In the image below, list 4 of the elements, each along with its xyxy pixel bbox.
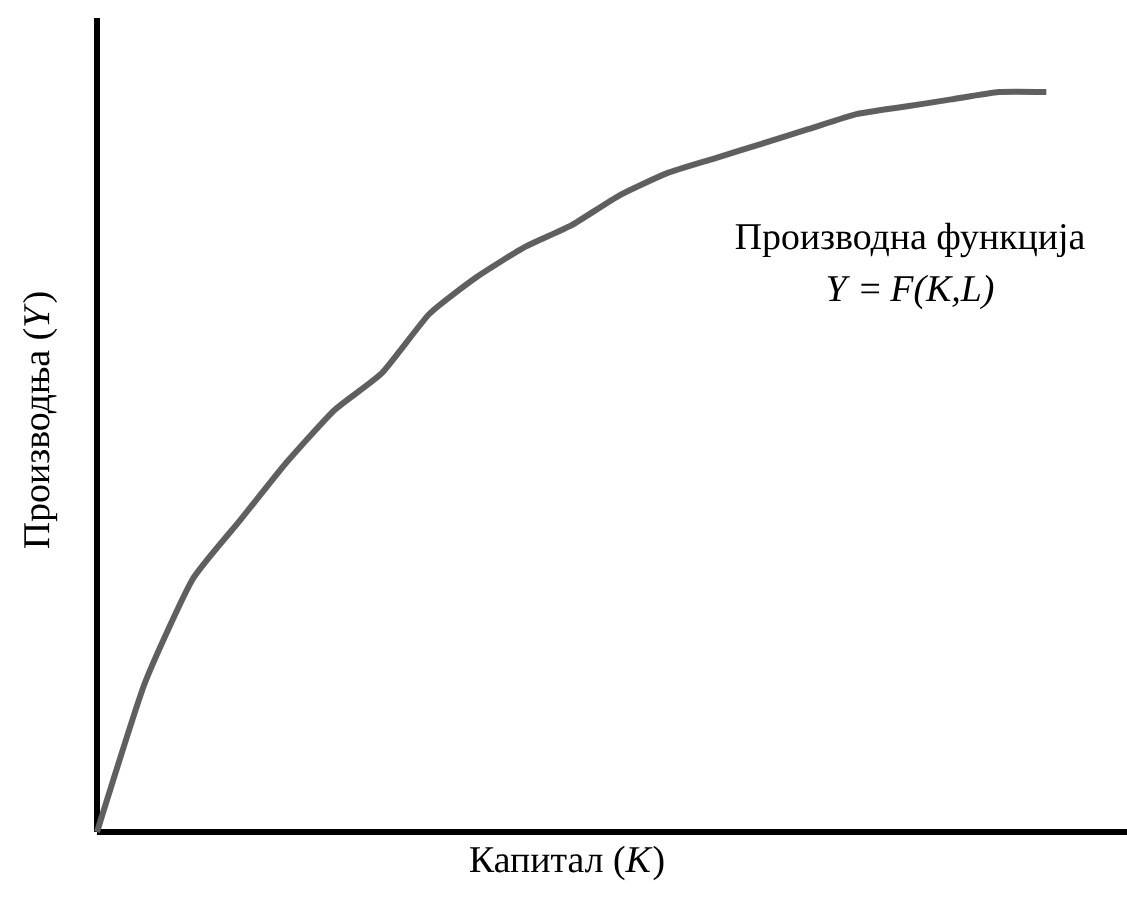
annotation: Производна функција (735, 222, 1085, 258)
x-axis-title: Капитал (K) (470, 845, 664, 881)
y-axis-title: Производња (Y) (22, 292, 58, 549)
annotation: Y = F(K,L) (827, 274, 994, 310)
